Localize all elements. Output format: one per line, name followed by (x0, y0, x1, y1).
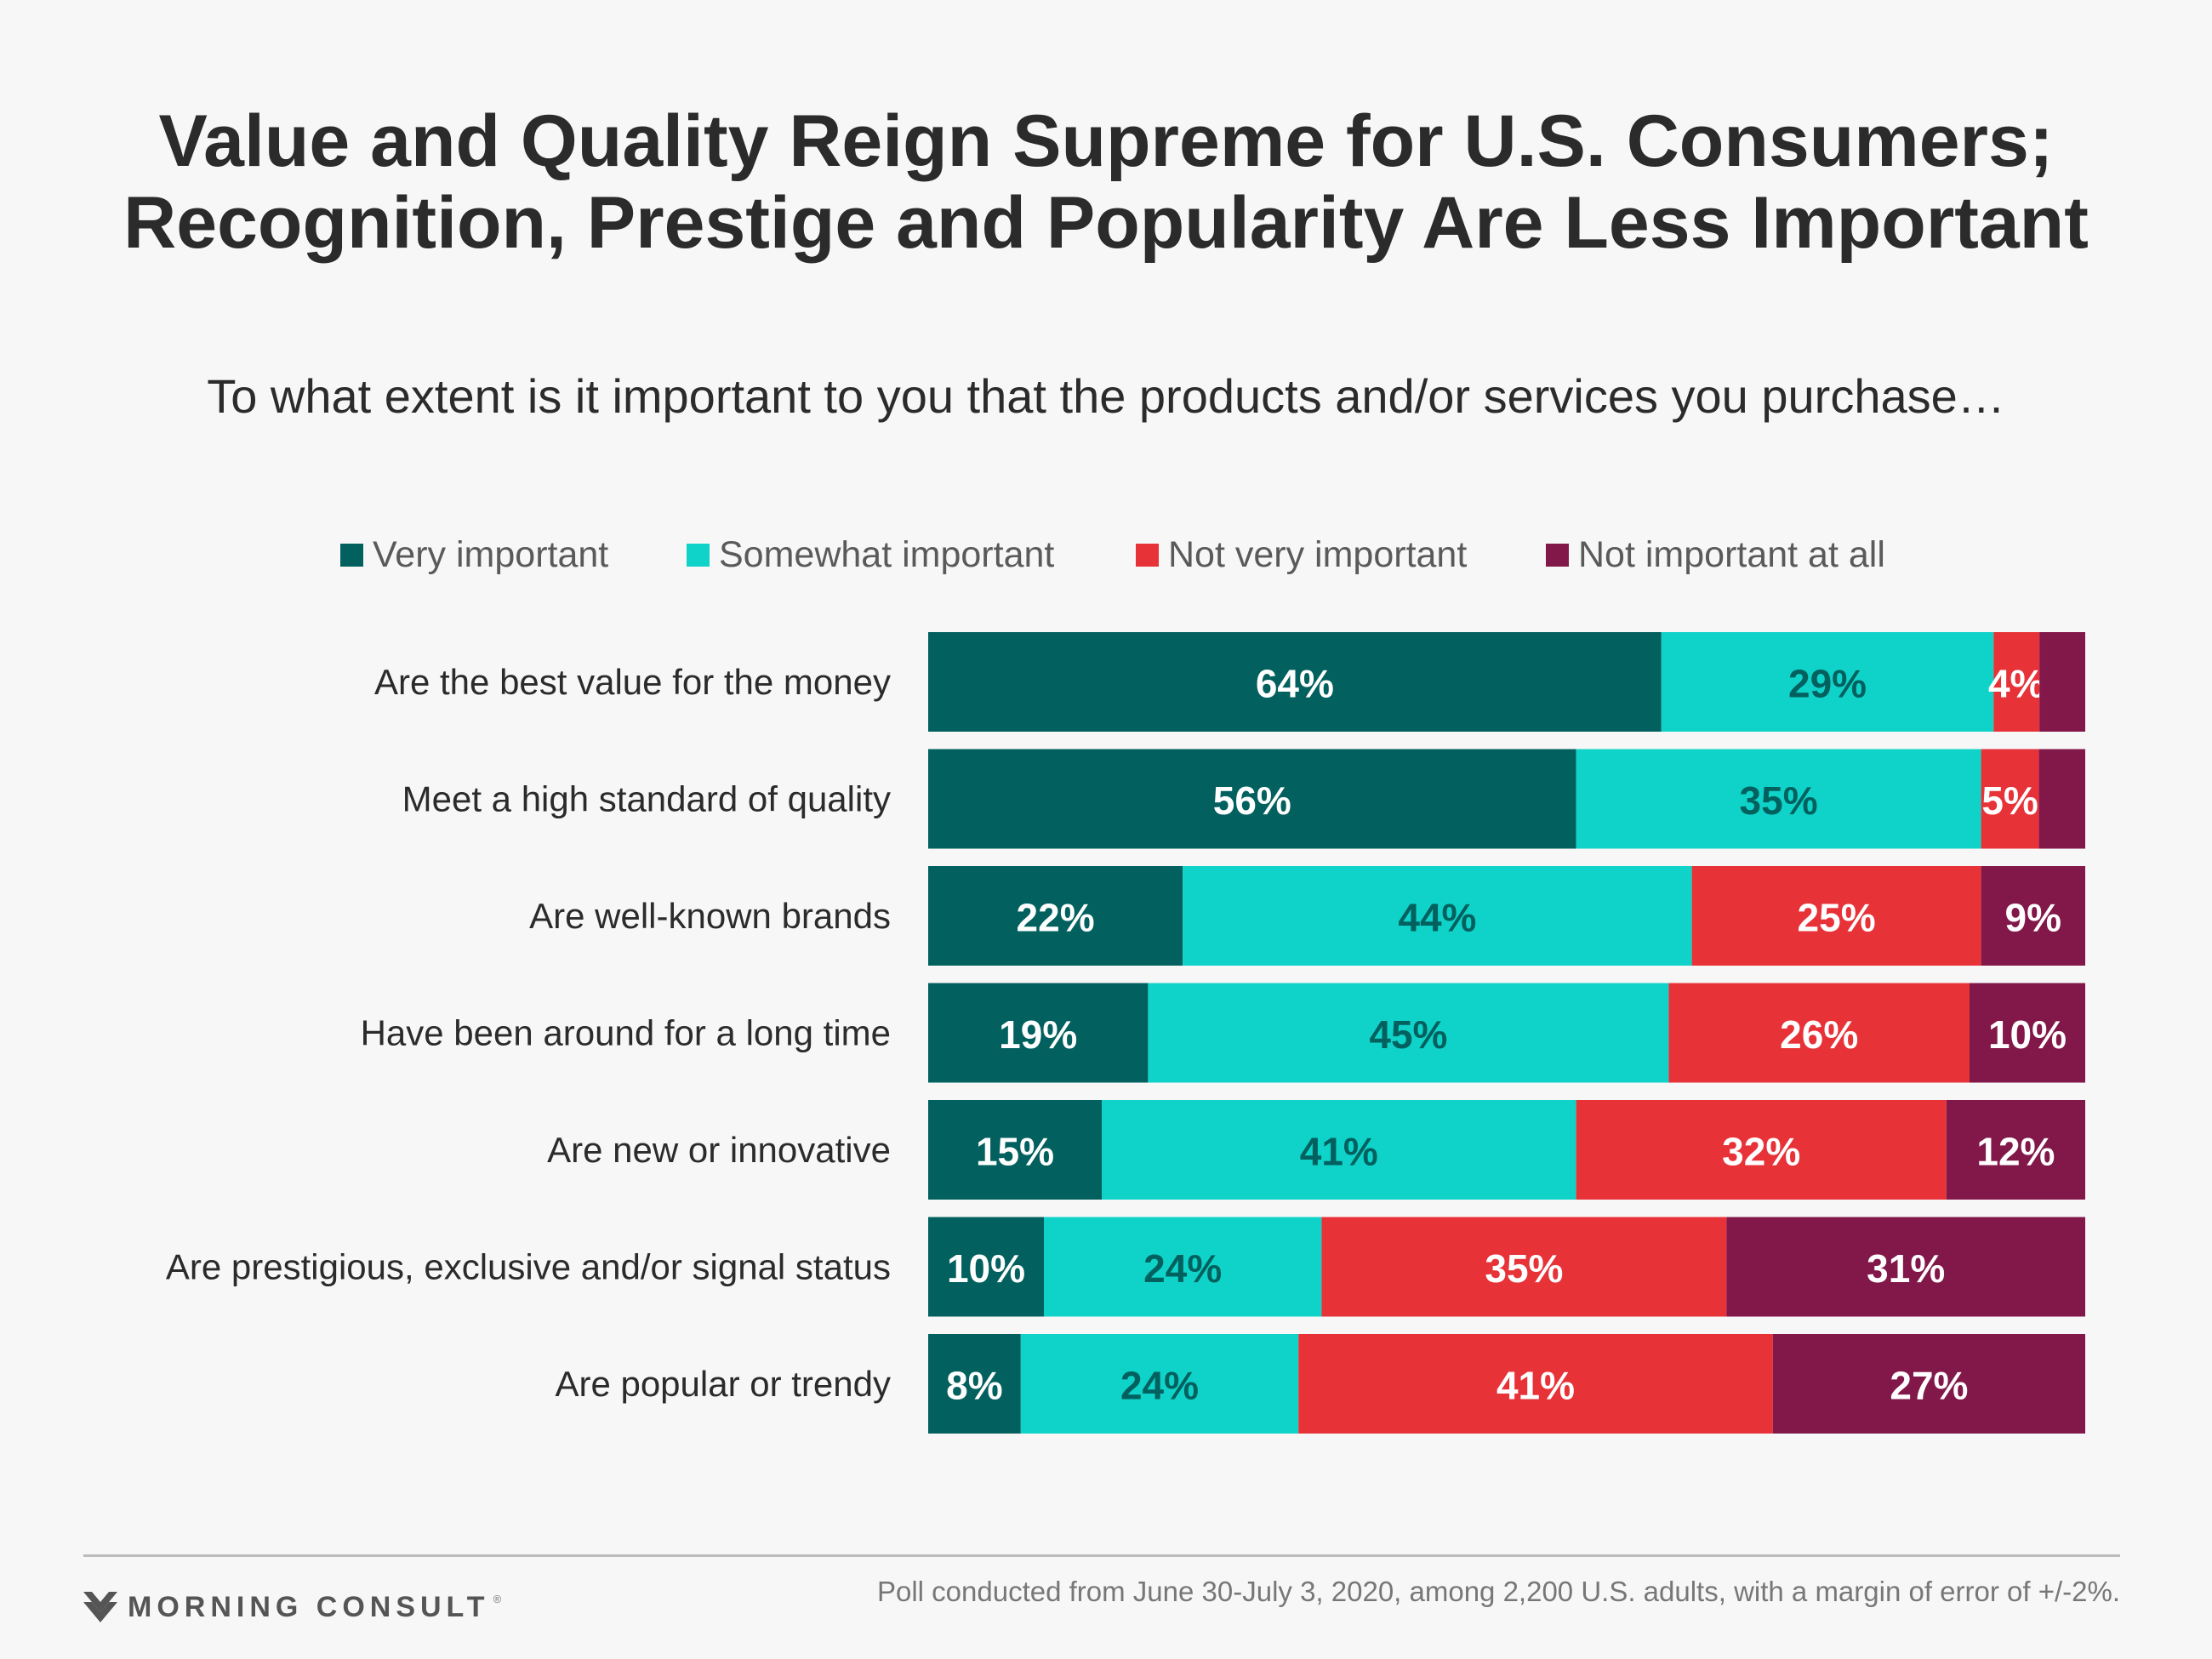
data-label: 10% (947, 1246, 1025, 1291)
category-label: Are popular or trendy (555, 1364, 891, 1404)
data-label: 41% (1497, 1364, 1575, 1408)
data-label: 15% (976, 1130, 1054, 1174)
bar-segment-somewhat-important (1576, 749, 1981, 849)
legend-label-very-important: Very important (373, 533, 609, 575)
bar-row-have-been-around-for-a-long-time: Have been around for a long time 19% 45% 26… (361, 983, 2085, 1083)
category-label: Are new or innovative (547, 1130, 891, 1170)
data-label: 22% (1017, 896, 1095, 940)
bar-segment-very-important (928, 632, 1662, 732)
bar-segment-not-very-important (1691, 866, 1981, 966)
data-label: 45% (1369, 1012, 1447, 1057)
legend-swatch-not-important-at-all (1546, 543, 1569, 567)
data-label: 32% (1722, 1130, 1800, 1174)
data-label: 56% (1213, 778, 1291, 823)
bar-row-are-new-or-innovative: Are new or innovative 15% 41% 32% 12% (547, 1100, 2085, 1200)
footnote: Poll conducted from June 30-July 3, 2020… (876, 1576, 2120, 1607)
category-label: Are well-known brands (529, 896, 891, 936)
legend-item-somewhat-important: Somewhat important (687, 531, 1054, 579)
data-label: 26% (1780, 1012, 1858, 1057)
bar-segment-not-very-important (1668, 983, 1970, 1083)
bar-segment-somewhat-important (1044, 1217, 1322, 1317)
bar-segment-somewhat-important (1148, 983, 1669, 1083)
bar-row-are-well-known-brands: Are well-known brands 22% 44% 25% 9% (529, 866, 2085, 966)
data-label: 5% (1981, 778, 2038, 823)
data-label: 29% (1788, 662, 1867, 706)
bar-segment-not-very-important (1981, 749, 2039, 849)
data-label: 19% (999, 1012, 1077, 1057)
data-label: 9% (2005, 896, 2061, 940)
bar-segment-very-important (928, 1100, 1102, 1200)
bar-segment-somewhat-important (1661, 632, 1994, 732)
logo-text: MORNING CONSULT (128, 1590, 490, 1623)
legend-label-not-important-at-all: Not important at all (1578, 533, 1885, 575)
legend-label-not-very-important: Not very important (1168, 533, 1468, 575)
bar-segment-not-important-at-all (1726, 1217, 2085, 1317)
category-label: Are the best value for the money (374, 662, 891, 702)
bar-segment-very-important (928, 1334, 1021, 1434)
bar-segment-somewhat-important (1020, 1334, 1299, 1434)
data-label: 12% (1976, 1130, 2055, 1174)
data-label: 24% (1120, 1364, 1199, 1408)
data-label: 35% (1740, 778, 1818, 823)
legend-swatch-not-very-important (1136, 543, 1159, 567)
data-label: 64% (1256, 662, 1334, 706)
bar-row-are-popular-or-trendy: Are popular or trendy 8% 24% 41% 27% (555, 1334, 2085, 1434)
bar-segment-very-important (928, 866, 1183, 966)
data-label: 8% (946, 1364, 1002, 1408)
data-label: 35% (1485, 1246, 1563, 1291)
chart-title-line-1: Value and Quality Reign Supreme for U.S.… (158, 100, 2054, 182)
morning-consult-logo-icon (83, 1592, 117, 1622)
bar-segment-not-important-at-all (1772, 1334, 2085, 1434)
data-label: 24% (1143, 1246, 1222, 1291)
bar-row-are-the-best-value-for-the-money: Are the best value for the money 64% 29% 4% (374, 632, 2085, 732)
category-label: Have been around for a long time (361, 1013, 891, 1053)
bar-segment-not-very-important (1576, 1100, 1947, 1200)
legend-item-not-important-at-all: Not important at all (1546, 531, 1885, 579)
bar-row-are-prestigious-exclusive-and-or-signal-status: Are prestigious, exclusive and/or signal… (166, 1217, 2085, 1317)
stacked-bar-chart: Are the best value for the money 64% 29% 4%… (166, 632, 2085, 1434)
data-label: 31% (1867, 1246, 1945, 1291)
bar-segment-not-important-at-all (1981, 866, 2085, 966)
bar-segment-very-important (928, 749, 1576, 849)
bar-segment-not-very-important (1993, 632, 2040, 732)
data-label: 25% (1798, 896, 1876, 940)
legend-item-very-important: Very important (340, 531, 608, 579)
bar-segment-somewhat-important (1102, 1100, 1576, 1200)
morning-consult-logo: MORNING CONSULT ® (83, 1586, 501, 1628)
data-label: 41% (1300, 1130, 1378, 1174)
bar-segment-very-important (928, 983, 1149, 1083)
chart-title-line-2: Recognition, Prestige and Popularity Are… (123, 182, 2089, 264)
bar-segment-very-important (928, 1217, 1044, 1317)
data-label: 4% (1988, 662, 2044, 706)
chart-subtitle: To what extent is it important to you th… (207, 369, 2005, 423)
bar-segment-not-important-at-all (1946, 1100, 2085, 1200)
logo-registered-mark: ® (493, 1593, 502, 1605)
bar-segment-not-important-at-all (2039, 632, 2085, 732)
category-label: Are prestigious, exclusive and/or signal… (166, 1247, 891, 1287)
legend-swatch-very-important (340, 543, 363, 567)
legend: Very important Somewhat important Not ve… (0, 531, 2212, 579)
bar-segment-not-important-at-all (2038, 749, 2085, 849)
bar-segment-not-very-important (1298, 1334, 1773, 1434)
legend-swatch-somewhat-important (687, 543, 710, 567)
bar-segment-not-very-important (1321, 1217, 1727, 1317)
data-label: 44% (1398, 896, 1476, 940)
footer-divider (83, 1554, 2120, 1557)
category-label: Meet a high standard of quality (402, 779, 891, 819)
bar-row-meet-a-high-standard-of-quality: Meet a high standard of quality 56% 35% 5% (402, 749, 2085, 849)
data-label: 10% (1988, 1012, 2067, 1057)
chart-title: Value and Quality Reign Supreme for U.S.… (0, 100, 2212, 264)
legend-label-somewhat-important: Somewhat important (719, 533, 1055, 575)
bar-segment-somewhat-important (1183, 866, 1692, 966)
bar-segment-not-important-at-all (1970, 983, 2085, 1083)
legend-item-not-very-important: Not very important (1136, 531, 1467, 579)
data-label: 27% (1890, 1364, 1968, 1408)
